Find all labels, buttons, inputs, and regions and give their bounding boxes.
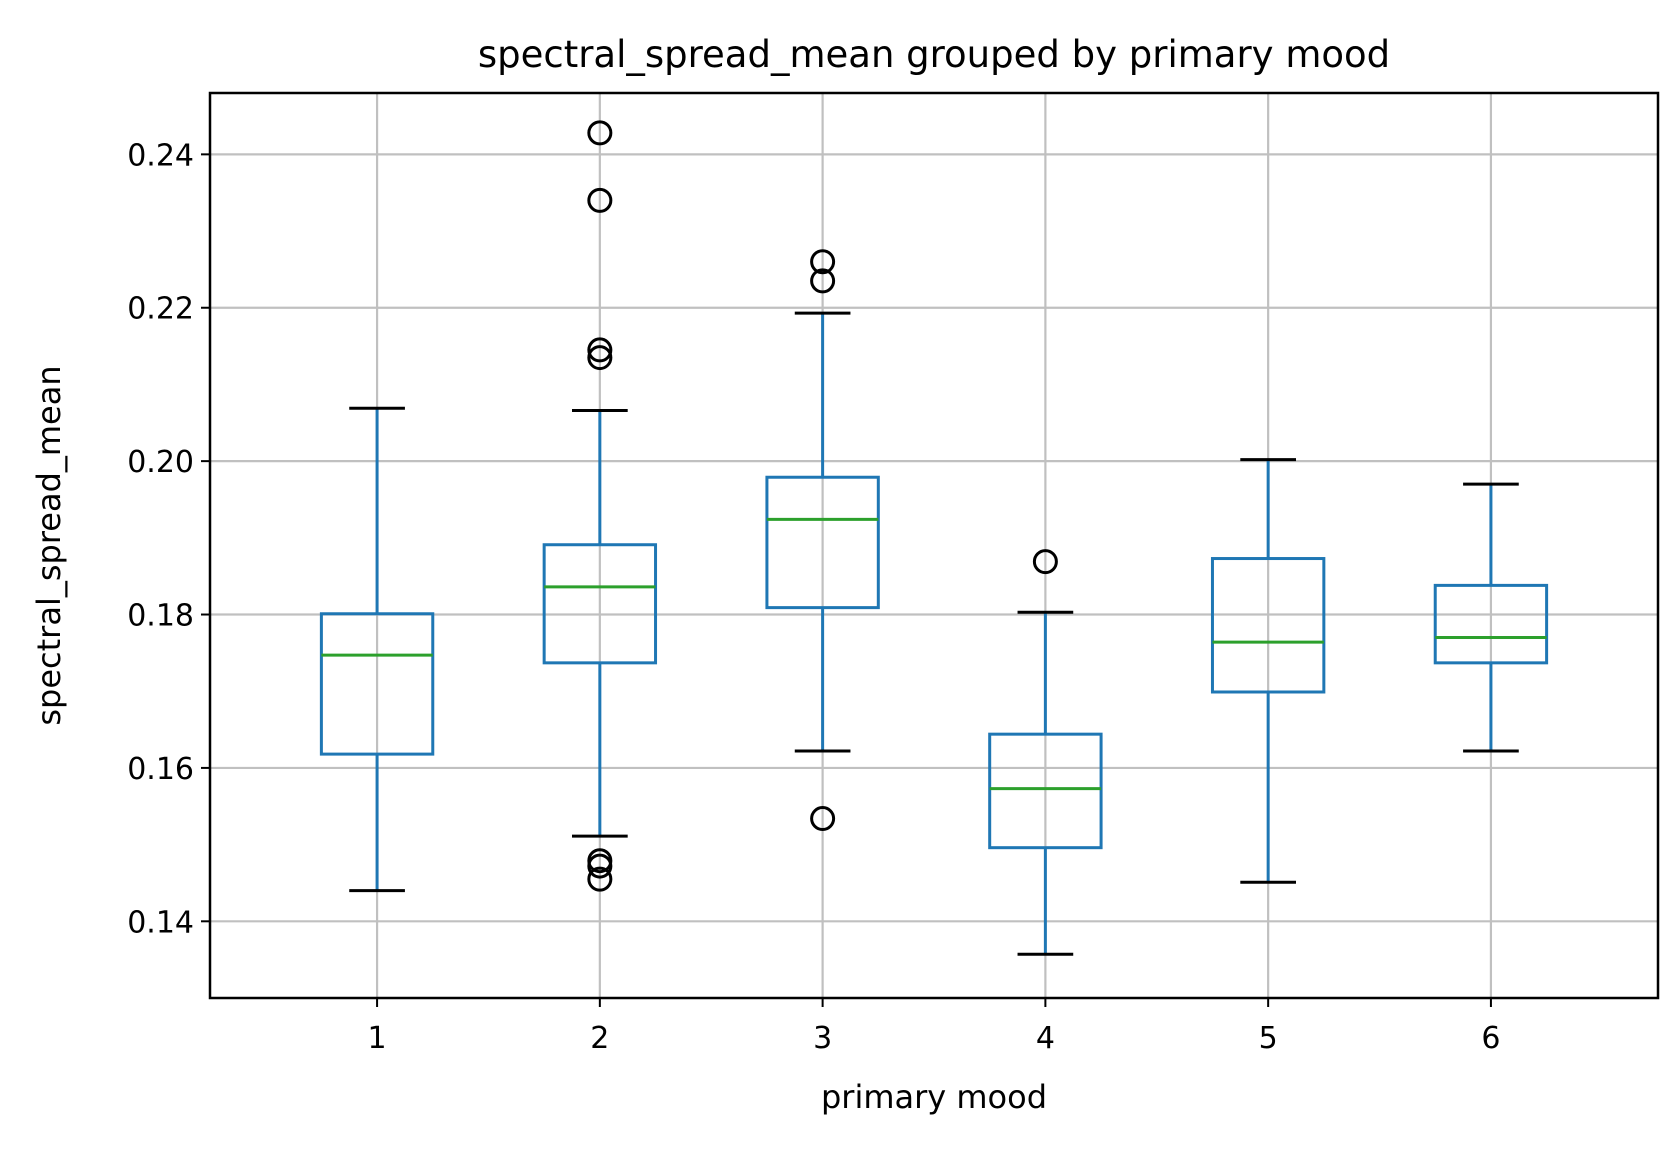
y-tick-label: 0.16 — [127, 752, 194, 787]
x-tick-label: 2 — [590, 1021, 609, 1056]
outlier-point — [810, 806, 836, 832]
x-axis-label: primary mood — [821, 1078, 1047, 1116]
x-tick-label: 4 — [1036, 1021, 1055, 1056]
x-tick-label: 6 — [1481, 1021, 1500, 1056]
box-group-2 — [542, 120, 658, 892]
outlier-point — [587, 337, 613, 363]
y-tick-label: 0.18 — [127, 599, 194, 634]
chart-title: spectral_spread_mean grouped by primary … — [478, 33, 1390, 76]
box-layer — [319, 120, 1549, 956]
outlier-point — [587, 866, 613, 892]
outlier-point — [587, 120, 613, 146]
outlier-point — [587, 853, 613, 879]
x-tick-label: 5 — [1259, 1021, 1278, 1056]
x-tick-label: 1 — [368, 1021, 387, 1056]
y-tick-label: 0.20 — [127, 445, 194, 480]
box-group-6 — [1433, 482, 1549, 753]
y-axis-label: spectral_spread_mean — [30, 365, 68, 725]
box-group-4 — [988, 549, 1103, 956]
iqr-box — [1210, 557, 1326, 694]
y-tick-label: 0.24 — [127, 138, 194, 173]
outlier-point — [810, 249, 836, 275]
outlier-point — [587, 345, 613, 371]
iqr-box — [542, 543, 658, 665]
y-tick-label: 0.14 — [127, 905, 194, 940]
tick-layer: 0.14 0.16 0.18 0.20 0.22 0.24 1 2 3 4 5 6 — [127, 138, 1500, 1056]
x-tick-label: 3 — [813, 1021, 832, 1056]
box-group-3 — [765, 249, 880, 832]
outlier-point — [1032, 549, 1058, 575]
iqr-box — [988, 732, 1103, 850]
box-group-1 — [319, 406, 435, 893]
outlier-point — [810, 268, 836, 294]
grid-layer — [210, 93, 1658, 998]
iqr-box — [765, 475, 880, 610]
outlier-point — [587, 187, 613, 213]
box-group-5 — [1210, 458, 1326, 884]
iqr-box — [1433, 583, 1549, 665]
iqr-box — [319, 612, 435, 756]
plot-frame — [208, 91, 1660, 1000]
y-tick-label: 0.22 — [127, 292, 194, 327]
